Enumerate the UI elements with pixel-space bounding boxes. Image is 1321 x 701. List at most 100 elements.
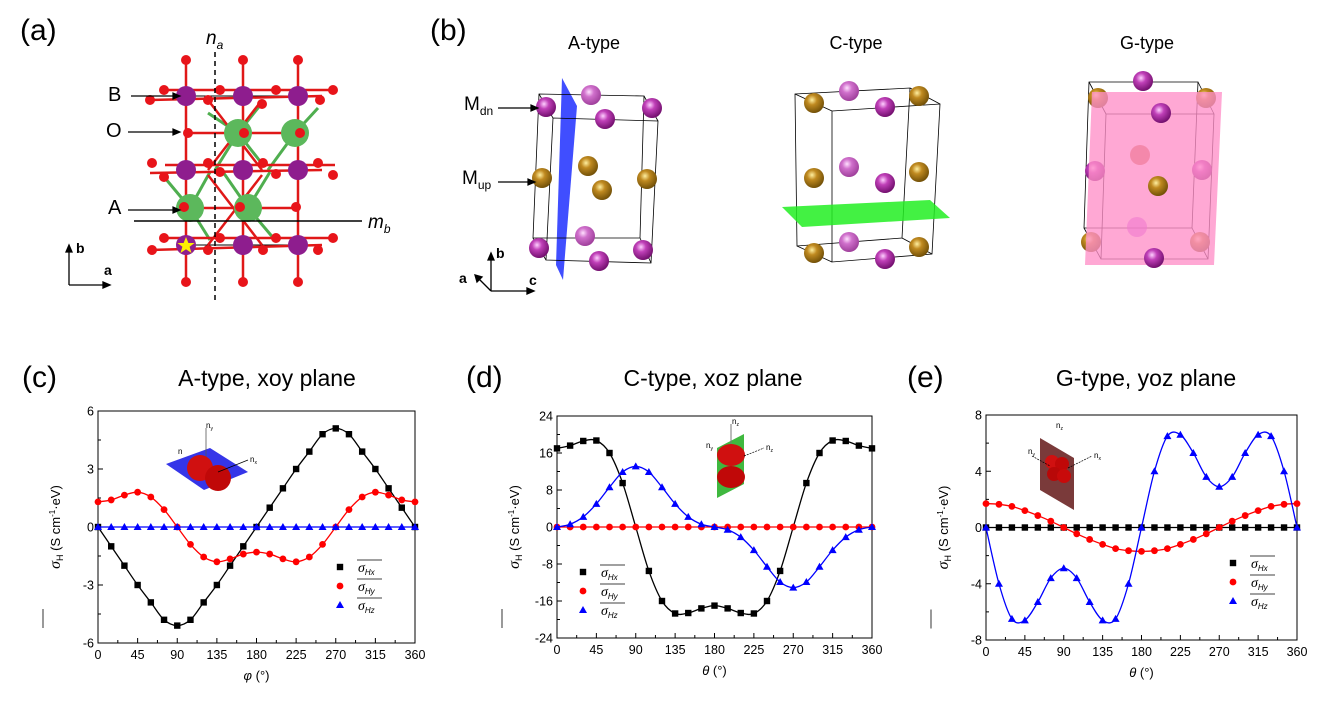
data-point <box>121 491 128 499</box>
x-tick-label: 270 <box>325 648 346 662</box>
data-point <box>278 523 287 530</box>
legend-marker <box>579 606 587 613</box>
inset-axis-x <box>1067 455 1093 469</box>
data-point <box>1086 536 1094 543</box>
data-point <box>802 523 810 531</box>
data-point <box>982 523 990 531</box>
structure-title-g-type: G-type <box>1119 33 1175 53</box>
data-point <box>1163 432 1172 440</box>
x-tick-label: 315 <box>1248 645 1269 659</box>
data-point <box>1124 579 1133 587</box>
chart-e: 0 45 90 135 180 225 270 315 360 -8 -4 0 4 8 θ (°) σH (S… <box>930 409 1308 680</box>
data-point <box>1164 524 1171 531</box>
data-point <box>332 425 339 432</box>
data-point <box>134 581 141 589</box>
series-σHx <box>553 437 876 617</box>
data-point <box>671 499 680 507</box>
legend: σHx σHy σHz <box>1229 555 1275 611</box>
data-point <box>94 498 102 506</box>
data-point <box>750 523 758 531</box>
data-point <box>1047 524 1054 531</box>
data-point <box>995 500 1003 508</box>
data-point <box>868 523 876 530</box>
data-point <box>213 581 221 589</box>
x-tick-label: 45 <box>131 648 145 662</box>
data-point <box>619 523 627 531</box>
y-tick-label: 16 <box>539 447 553 461</box>
legend-marker <box>579 587 587 595</box>
data-point <box>358 493 366 501</box>
inset-axis-y <box>1031 455 1051 467</box>
data-point <box>592 523 600 531</box>
data-point <box>1203 524 1210 531</box>
data-point <box>319 431 326 438</box>
y-tick-label: -8 <box>971 634 982 648</box>
data-point <box>1046 574 1055 582</box>
data-point <box>1099 524 1106 531</box>
data-point <box>1138 548 1145 555</box>
data-point <box>253 548 260 556</box>
data-point <box>1176 430 1185 438</box>
inset-label-nx: nz <box>766 443 773 454</box>
data-point <box>305 523 314 530</box>
y-tick-label: -16 <box>535 595 553 609</box>
data-point <box>684 523 692 531</box>
data-point <box>1085 598 1094 606</box>
data-point <box>1254 430 1263 438</box>
data-point <box>1112 524 1119 531</box>
data-point <box>736 533 745 541</box>
data-point <box>1280 467 1289 475</box>
data-point <box>266 504 273 511</box>
data-point <box>385 491 392 499</box>
data-point <box>842 523 850 531</box>
data-point <box>279 555 287 563</box>
data-point <box>1280 500 1288 508</box>
data-point <box>1254 524 1262 531</box>
data-point <box>1137 523 1146 531</box>
x-tick-label: 360 <box>862 643 883 657</box>
label-mup: Mup <box>462 168 491 192</box>
x-tick-label: 135 <box>1092 645 1113 659</box>
x-tick-label: 0 <box>554 643 561 657</box>
data-point <box>94 523 102 530</box>
x-axis-label: θ (°) <box>702 663 727 678</box>
inset-label-nz: nz <box>732 417 739 428</box>
data-point <box>1293 523 1301 531</box>
data-point <box>1190 524 1197 531</box>
x-tick-label: 45 <box>1018 645 1032 659</box>
data-point <box>580 437 587 445</box>
data-point <box>1267 432 1276 440</box>
x-axis-label: θ (°) <box>1129 665 1154 680</box>
data-point <box>371 523 380 530</box>
data-point <box>266 550 274 558</box>
data-point <box>1151 524 1158 531</box>
data-point <box>737 523 745 531</box>
label-na: na <box>206 28 223 52</box>
data-point <box>802 578 811 586</box>
data-point <box>252 523 261 530</box>
y-tick-label: 4 <box>975 465 982 479</box>
y-tick-label: 8 <box>546 484 553 498</box>
data-point <box>994 579 1003 587</box>
data-point <box>816 449 823 457</box>
x-tick-label: 270 <box>783 643 804 657</box>
data-point <box>593 437 600 444</box>
x-tick-label: 225 <box>1170 645 1191 659</box>
data-point <box>1034 524 1042 531</box>
y-axis-label: σH (S cm-1·eV) <box>506 485 524 569</box>
label-O: O <box>106 120 122 142</box>
data-point <box>1008 524 1016 531</box>
inset-label-ny: ny <box>706 441 713 452</box>
data-point <box>1099 540 1107 548</box>
data-point <box>1033 598 1042 606</box>
data-point <box>1034 512 1042 519</box>
x-tick-label: 360 <box>1287 645 1308 659</box>
data-point <box>553 445 561 452</box>
data-point <box>200 599 207 606</box>
axis-label-b-panel-b: b <box>496 245 505 261</box>
chart-c: 0 45 90 135 180 225 270 315 360 -6 -3 0 3 6 φ (°) σH (S… <box>42 405 425 683</box>
x-tick-label: 315 <box>822 643 843 657</box>
legend-label: σHx <box>601 566 619 582</box>
data-point <box>1189 536 1197 543</box>
data-point <box>776 578 785 586</box>
